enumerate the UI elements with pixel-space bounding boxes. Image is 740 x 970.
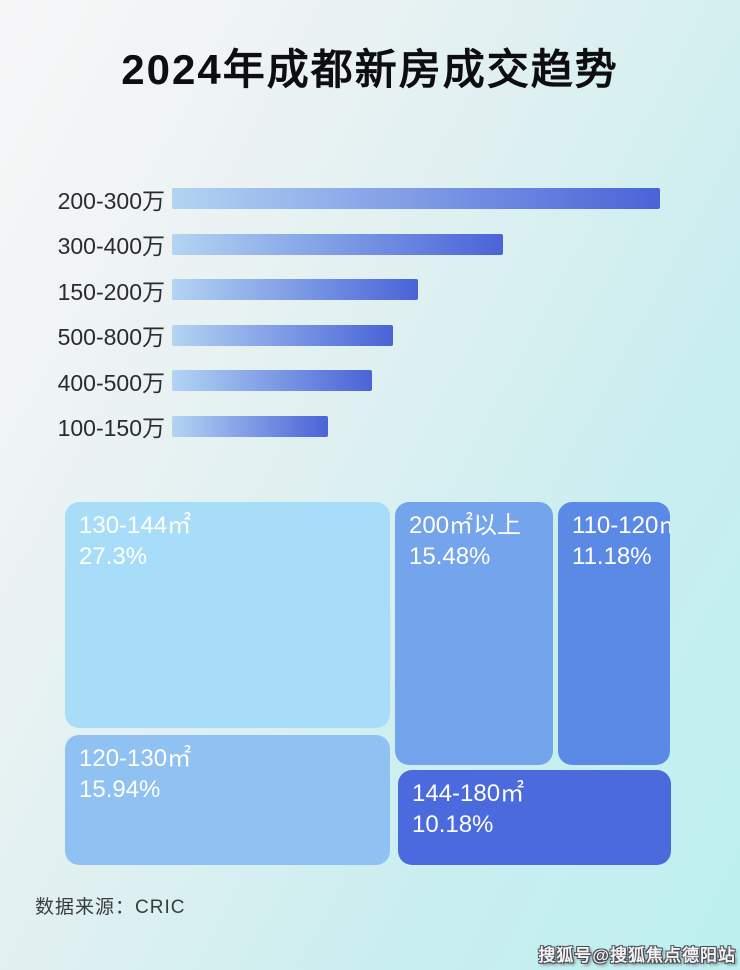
treemap-block-percentage: 11.18% <box>572 543 652 571</box>
bar-track <box>172 188 708 210</box>
data-source-label: 数据来源：CRIC <box>35 897 186 918</box>
bar-track <box>172 233 708 255</box>
bar-category-label: 100-150万 <box>57 415 165 442</box>
bar-fill <box>172 370 372 392</box>
bar-fill <box>172 279 418 301</box>
bar-category-label: 150-200万 <box>57 278 165 305</box>
bar-category-label: 200-300万 <box>57 187 165 214</box>
bar-category-label: 500-800万 <box>57 324 165 351</box>
treemap-block-percentage: 27.3% <box>79 543 148 571</box>
page-title: 2024年成都新房成交趋势 <box>121 46 619 93</box>
treemap-block: 130-144㎡ 27.3% <box>65 502 390 728</box>
treemap-block: 110-120㎡ 11.18% <box>558 502 670 765</box>
treemap-block: 200㎡以上 15.48% <box>395 502 553 765</box>
bar-row: 150-200万 <box>32 267 708 313</box>
bar-category-label: 400-500万 <box>57 369 165 396</box>
treemap-block-label: 120-130㎡ <box>79 745 192 772</box>
treemap-block-percentage: 15.94% <box>79 776 161 804</box>
treemap-block-label: 130-144㎡ <box>79 512 192 539</box>
bar-fill <box>172 188 660 210</box>
treemap-block-percentage: 10.18% <box>412 811 494 839</box>
treemap-block-label: 200㎡以上 <box>409 512 522 539</box>
bar-row: 300-400万 <box>32 222 708 268</box>
treemap-block-label: 110-120㎡ <box>572 512 670 539</box>
bar-fill <box>172 324 393 346</box>
bar-track <box>172 324 708 346</box>
bar-track <box>172 370 708 392</box>
bar-row: 500-800万 <box>32 313 708 359</box>
price-bar-chart: 200-300万 300-400万 150-200万 500-800万 400-500万… <box>32 176 708 449</box>
watermark-text: 搜狐号@搜狐焦点德阳站 <box>538 946 736 965</box>
treemap-block-label: 144-180㎡ <box>412 780 525 807</box>
bar-fill <box>172 233 503 255</box>
bar-row: 200-300万 <box>32 176 708 222</box>
treemap-block-percentage: 15.48% <box>409 543 491 571</box>
area-treemap: 130-144㎡ 27.3% 120-130㎡ 15.94% 200㎡以上 15.48% 1… <box>65 498 672 868</box>
treemap-block: 120-130㎡ 15.94% <box>65 735 390 865</box>
bar-category-label: 300-400万 <box>57 233 165 260</box>
bar-row: 100-150万 <box>32 404 708 450</box>
bar-fill <box>172 415 329 437</box>
bar-track <box>172 415 708 437</box>
bar-row: 400-500万 <box>32 358 708 404</box>
treemap-block: 144-180㎡ 10.18% <box>398 770 671 865</box>
bar-track <box>172 279 708 301</box>
